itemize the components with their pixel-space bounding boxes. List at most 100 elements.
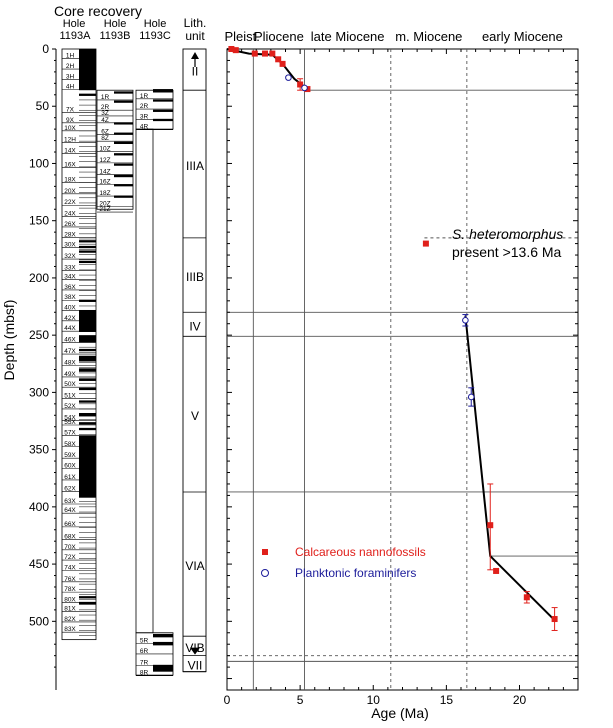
- core-label: 38X: [64, 294, 76, 301]
- recovered-core: [79, 400, 96, 403]
- core-outline: [135, 128, 154, 634]
- recovered-core: [79, 427, 96, 431]
- core-label: 3H: [66, 73, 75, 80]
- recovered-core: [79, 596, 96, 599]
- core-label: 40X: [64, 305, 76, 312]
- core-label: 28X: [64, 231, 76, 238]
- recovered-core: [79, 335, 96, 343]
- recovered-core: [79, 260, 96, 264]
- core-label: 10Z: [99, 145, 110, 152]
- core-label: 4R: [140, 124, 149, 131]
- recovered-core: [114, 132, 133, 135]
- recovered-core: [114, 184, 133, 187]
- core-label: 59X: [64, 452, 76, 459]
- plot-frame: [226, 48, 579, 691]
- recovered-core: [79, 422, 96, 425]
- core-label: 33X: [64, 264, 76, 271]
- recovered-core: [79, 601, 96, 605]
- core-label: 12Z: [99, 157, 110, 164]
- epoch-label: late Miocene: [311, 29, 385, 44]
- depth-tick-label: 300: [29, 385, 49, 399]
- core-label: 14Z: [99, 168, 110, 175]
- recovered-core: [114, 174, 133, 178]
- core-label: 82X: [64, 616, 76, 623]
- epoch-label: Pleist.: [224, 29, 259, 44]
- lith-unit-VIB: VIB: [183, 641, 206, 657]
- lith-unit-VIA: VIA: [183, 559, 206, 637]
- epoch-label: m. Miocene: [395, 29, 462, 44]
- lith-unit-label: VIA: [185, 559, 204, 573]
- y-axis-title: Depth (mbsf): [1, 300, 17, 381]
- lith-unit-label: V: [191, 409, 199, 423]
- core-label: 80X: [64, 596, 76, 603]
- core-label: 5R: [140, 638, 149, 645]
- core-label: 61X: [64, 474, 76, 481]
- lith-unit-label: IIIA: [186, 159, 204, 173]
- nannofossil-point: [551, 616, 558, 623]
- recovered-core: [114, 141, 133, 145]
- hole-c-header-line1: Hole: [144, 18, 167, 30]
- depth-tick-label: 400: [29, 500, 49, 514]
- foraminifer-point: [301, 84, 308, 92]
- nannofossil-point: [493, 567, 500, 574]
- core-label: 47X: [64, 348, 76, 355]
- x-axis-title: Age (Ma): [371, 705, 429, 721]
- core-label: 12H: [64, 136, 76, 143]
- core-label: 34X: [64, 274, 76, 281]
- core-label: 18Z: [99, 190, 110, 197]
- core-label: 2R: [140, 103, 149, 110]
- core-label: 2R: [101, 104, 110, 111]
- lith-unit-IIIB: IIIB: [183, 270, 206, 313]
- nannofossil-point: [228, 46, 235, 52]
- core-label: 16Z: [99, 179, 110, 186]
- recovered-core: [114, 122, 133, 125]
- core-label: 48X: [64, 359, 76, 366]
- core-label: 51X: [64, 393, 76, 400]
- nannofossil-point: [269, 50, 276, 57]
- recovered-core: [79, 309, 96, 332]
- core-label: 76X: [64, 576, 76, 583]
- depth-tick-label: 150: [29, 214, 49, 228]
- core-label: 81X: [64, 606, 76, 613]
- recovered-core: [114, 195, 133, 198]
- depth-axis: 0 50 100 150 200 250 300 350 400 450 500: [29, 42, 57, 690]
- recovered-core: [79, 435, 96, 498]
- lith-unit-label: IV: [189, 319, 200, 333]
- nannofossil-point: [279, 60, 286, 67]
- core-label: 32X: [64, 253, 76, 260]
- recovered-core: [79, 378, 96, 381]
- lith-unit-V: V: [183, 409, 206, 493]
- recovered-core: [153, 89, 173, 93]
- core-label: 83X: [64, 626, 76, 633]
- recovered-core: [153, 633, 173, 638]
- core-label: 22X: [64, 199, 76, 206]
- core-label: 7R: [140, 659, 149, 666]
- core-label: 1R: [140, 93, 149, 100]
- age-tick-label: 10: [367, 693, 381, 707]
- foraminifer-point: [462, 316, 469, 324]
- age-tick-label: 20: [513, 693, 527, 707]
- core-label: 1R: [101, 94, 110, 101]
- recovered-core: [114, 100, 133, 103]
- core-label: 42X: [64, 315, 76, 322]
- lith-unit-IIIA: IIIA: [183, 159, 206, 239]
- legend-label-foraminifers: Planktonic foraminifers: [295, 566, 416, 580]
- recovered-core: [153, 99, 173, 102]
- nannofossil-point: [422, 240, 429, 247]
- lith-unit-label: VII: [188, 659, 203, 673]
- lith-unit-IV: IV: [183, 319, 206, 337]
- nannofossil-point: [232, 47, 239, 54]
- lith-unit-VII: VII: [183, 659, 206, 673]
- core-column-1193C: 1R 2R 3R 4R 5R 6R 7R 8R: [135, 89, 174, 677]
- core-label: 78X: [64, 586, 76, 593]
- core-label: 70X: [64, 544, 76, 551]
- foraminifer-point: [467, 393, 475, 401]
- depth-tick-label: 500: [29, 614, 49, 628]
- annotation-text: present >13.6 Ma: [452, 244, 562, 260]
- hole-c-header-line2: 1193C: [139, 30, 171, 42]
- core-label: 46X: [64, 337, 76, 344]
- depth-tick-label: 200: [29, 271, 49, 285]
- recovered-core: [114, 91, 133, 94]
- depth-tick-label: 450: [29, 557, 49, 571]
